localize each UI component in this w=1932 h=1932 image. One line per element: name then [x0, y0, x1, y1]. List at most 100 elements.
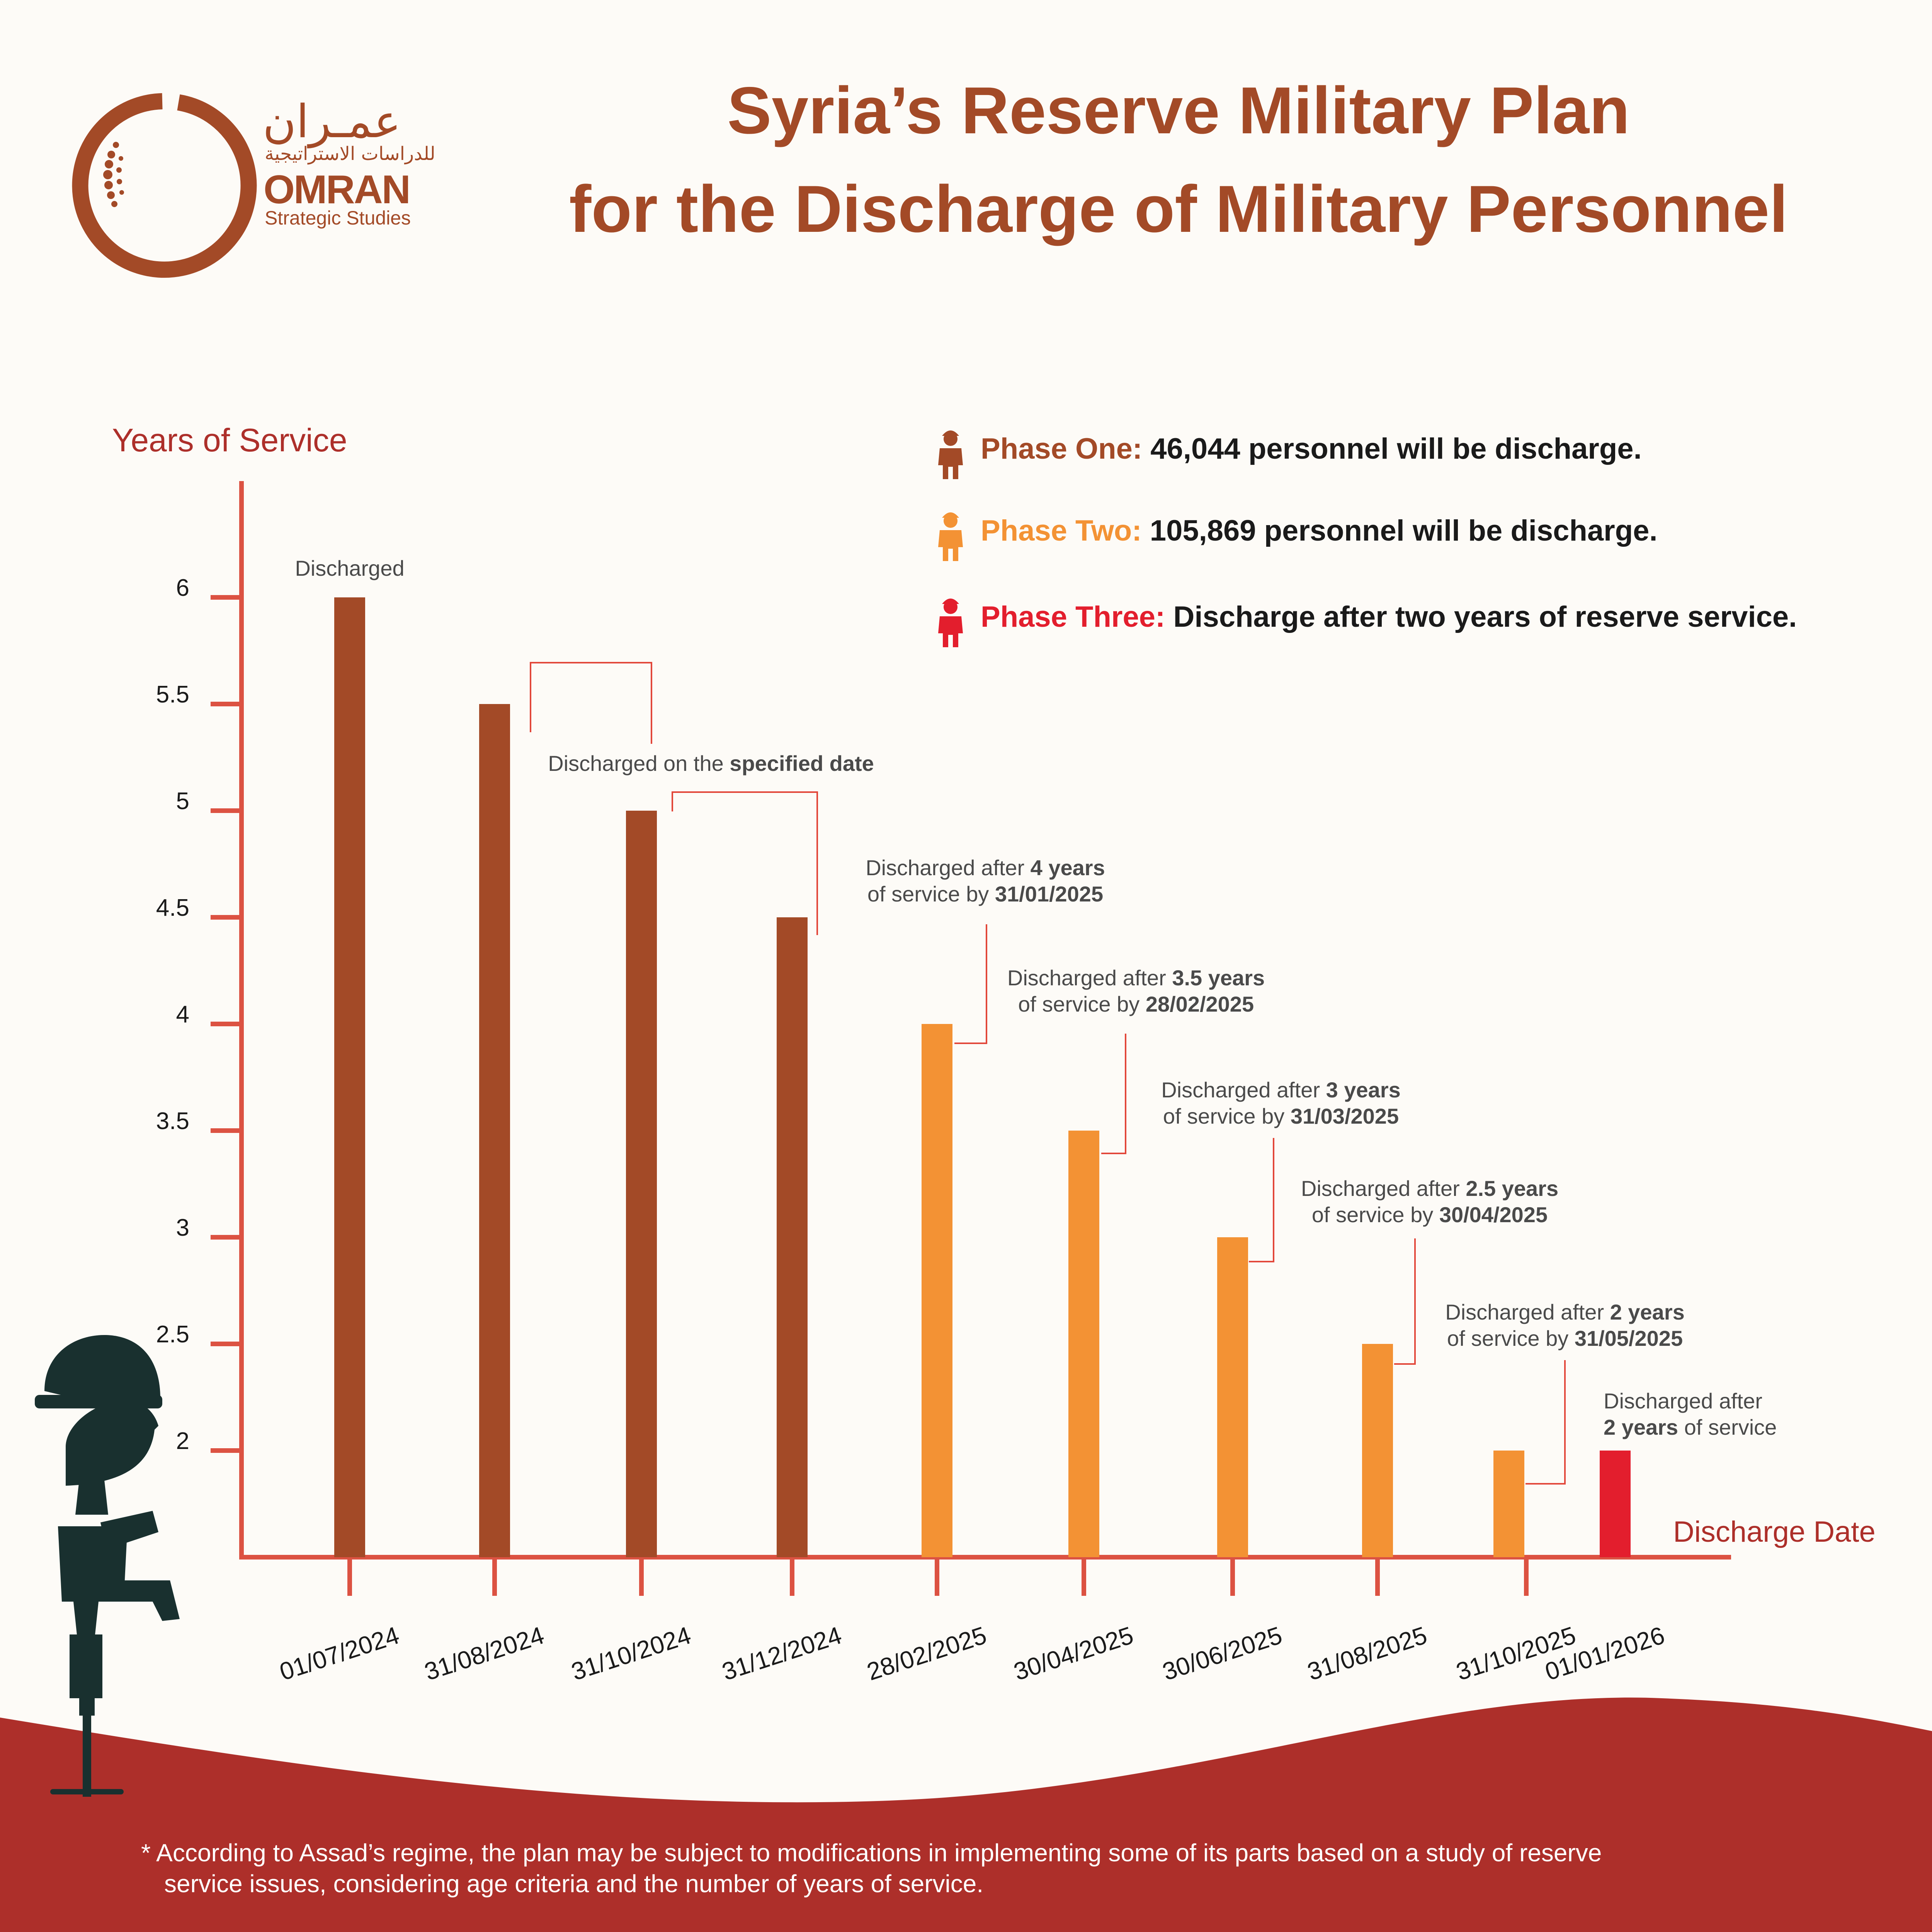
bar — [626, 811, 657, 1557]
annotation-segment: Discharged after — [866, 855, 1030, 880]
bar — [1068, 1131, 1099, 1557]
x-tick-label: 31/08/2024 — [421, 1621, 548, 1685]
page-title-line-1: Syria’s Reserve Military Plan — [727, 73, 1630, 148]
annotation-segment: of service by — [1312, 1202, 1439, 1227]
y-tick-label: 3 — [176, 1214, 189, 1241]
y-tick-label: 5.5 — [156, 681, 189, 708]
annotation-bold-segment: 30/04/2025 — [1439, 1202, 1548, 1227]
annotation-label: Discharged after 2 years of service by 31… — [1445, 1300, 1685, 1350]
x-tick-label: 31/12/2024 — [719, 1621, 845, 1685]
bar — [1493, 1451, 1524, 1557]
x-tick-label: 31/08/2025 — [1304, 1621, 1430, 1685]
soldier-icon — [938, 430, 963, 479]
annotation-line: Discharged — [295, 556, 404, 580]
annotation-line: Discharged on the specified date — [548, 751, 874, 776]
annotation-bold-segment: 28/02/2025 — [1146, 992, 1254, 1016]
annotation-bold-segment: 3 years — [1326, 1078, 1401, 1102]
bar — [479, 704, 510, 1557]
annotation-label: Discharged after 2.5 years of service by … — [1301, 1176, 1558, 1227]
soldier-icon — [938, 599, 963, 647]
bar — [777, 917, 808, 1557]
annotation-label: Discharged on the specified date — [548, 751, 874, 776]
legend-item-phase-two: Phase Two: 105,869 personnel will be dis… — [935, 512, 1658, 561]
annotation-leader-line — [954, 924, 987, 1044]
x-tick-label: 30/04/2025 — [1010, 1621, 1137, 1685]
annotation-line: Discharged after 2 years — [1445, 1300, 1685, 1324]
annotation-segment: of service by — [867, 882, 995, 906]
annotation-line: of service by 30/04/2025 — [1312, 1202, 1548, 1227]
y-tick-label: 4 — [176, 1001, 189, 1028]
annotation-bold-segment: 2.5 years — [1466, 1176, 1558, 1201]
y-tick-label: 3.5 — [156, 1108, 189, 1134]
annotation-leader-line — [530, 662, 652, 744]
annotation-bold-segment: 31/05/2025 — [1575, 1326, 1683, 1350]
annotation-label: Discharged after 2 years of service — [1604, 1389, 1777, 1439]
annotation-line: Discharged after 4 years — [866, 855, 1105, 880]
annotation-leader-line — [1526, 1360, 1566, 1485]
annotation-leader-line — [1249, 1138, 1274, 1262]
y-axis-label: Years of Service — [112, 422, 347, 458]
x-tick-label: 31/10/2024 — [568, 1621, 694, 1685]
annotation-label: Discharged after 4 years of service by 31… — [866, 855, 1105, 906]
legend-phase-label: Phase Two: — [981, 514, 1142, 547]
annotation-bold-segment: 2 years — [1604, 1415, 1678, 1439]
annotation-label: Discharged after 3 years of service by 31… — [1161, 1078, 1401, 1128]
annotation-bold-segment: 31/01/2025 — [995, 882, 1103, 906]
legend-text: 46,044 personnel will be discharge. — [1150, 432, 1642, 465]
annotation-segment: Discharged after — [1445, 1300, 1610, 1324]
annotation-bold-segment: 3.5 years — [1172, 966, 1265, 990]
bar — [1600, 1451, 1631, 1557]
annotation-line: Discharged after — [1604, 1389, 1762, 1413]
logo-subtitle: Strategic Studies — [265, 207, 411, 229]
annotation-segment: of service by — [1163, 1104, 1291, 1128]
annotation-line: of service by 28/02/2025 — [1018, 992, 1254, 1016]
annotation-line: Discharged after 3 years — [1161, 1078, 1401, 1102]
x-tick-label: 01/07/2024 — [276, 1621, 403, 1685]
annotation-label: Discharged after 3.5 years of service by … — [1007, 966, 1265, 1016]
annotation-segment: Discharged after — [1161, 1078, 1326, 1102]
annotation-leader-line — [1394, 1238, 1416, 1365]
legend-phase-label: Phase Three: — [981, 600, 1165, 633]
annotation-line: 2 years of service — [1604, 1415, 1777, 1439]
logo-name: OMRAN — [264, 167, 411, 212]
bar — [1362, 1344, 1393, 1557]
annotation-segment: of service by — [1447, 1326, 1575, 1350]
bar — [334, 597, 365, 1557]
logo-arabic-subtitle: للدراسات الاستراتيجية — [265, 143, 435, 165]
legend-text: Discharge after two years of reserve ser… — [1173, 600, 1797, 633]
annotation-segment: of service — [1678, 1415, 1777, 1439]
footnote-line-2: service issues, considering age criteria… — [164, 1870, 984, 1898]
x-tick-label: 30/06/2025 — [1159, 1621, 1286, 1685]
annotation-bold-segment: 2 years — [1610, 1300, 1685, 1324]
logo-arabic-name: عمـران — [263, 95, 401, 148]
annotation-segment: Discharged on the — [548, 751, 730, 776]
legend-item-phase-three: Phase Three: Discharge after two years o… — [935, 599, 1797, 647]
bar — [1217, 1237, 1248, 1557]
bar — [922, 1024, 952, 1557]
footnote-line-1: * According to Assad’s regime, the plan … — [141, 1839, 1602, 1867]
annotation-segment: Discharged after — [1007, 966, 1172, 990]
y-tick-label: 5 — [176, 788, 189, 815]
soldier-memorial-icon — [35, 1335, 180, 1797]
y-tick-label: 6 — [176, 575, 189, 601]
annotation-line: of service by 31/05/2025 — [1447, 1326, 1683, 1350]
annotation-segment: of service by — [1018, 992, 1146, 1016]
annotation-bold-segment: specified date — [730, 751, 874, 776]
annotation-segment: Discharged — [295, 556, 404, 580]
annotation-line: Discharged after 2.5 years — [1301, 1176, 1558, 1201]
annotation-segment: Discharged after — [1604, 1389, 1762, 1413]
y-tick-label: 2.5 — [156, 1321, 189, 1348]
legend-phase-label: Phase One: — [981, 432, 1143, 465]
bottom-wave-band — [0, 1697, 1932, 1932]
page-title-line-2: for the Discharge of Military Personnel — [569, 172, 1788, 246]
footnote: * According to Assad’s regime, the plan … — [141, 1837, 1841, 1899]
annotation-label: Discharged — [295, 556, 404, 580]
annotation-line: Discharged after 3.5 years — [1007, 966, 1265, 990]
soldier-icon — [938, 512, 963, 561]
x-tick-label: 28/02/2025 — [864, 1621, 990, 1685]
legend-item-phase-one: Phase One: 46,044 personnel will be disc… — [935, 430, 1642, 479]
y-tick-label: 4.5 — [156, 895, 189, 921]
annotation-leader-line — [1101, 1034, 1126, 1154]
legend-text: 105,869 personnel will be discharge. — [1150, 514, 1658, 547]
annotation-bold-segment: 31/03/2025 — [1291, 1104, 1399, 1128]
